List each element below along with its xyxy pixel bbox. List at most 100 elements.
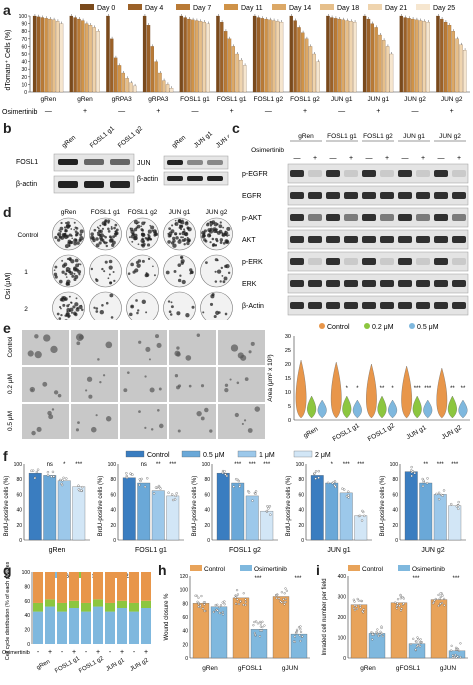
- spheroid: [105, 416, 112, 422]
- x-osi-label: +: [83, 108, 87, 115]
- panel-b-jun-blot: gRen JUN g1 JUN g2 JUN β-actin: [137, 130, 236, 186]
- blot-band: [326, 170, 340, 177]
- data-point: [454, 653, 457, 657]
- data-point: [439, 592, 442, 595]
- data-point: [203, 603, 206, 606]
- bar: [245, 495, 259, 541]
- data-point: [455, 646, 458, 649]
- spheroid: [156, 342, 162, 348]
- stack-s: [69, 600, 79, 608]
- data-point: [268, 505, 272, 508]
- data-point: [254, 490, 258, 493]
- colony: [74, 230, 78, 234]
- colony: [177, 263, 182, 267]
- legend-label: Control: [362, 566, 384, 573]
- data-point: [196, 600, 199, 603]
- bar: [354, 515, 368, 541]
- colony: [128, 236, 131, 239]
- y-tick-label: 40: [182, 629, 188, 635]
- bar: [146, 25, 151, 93]
- blot-band: [344, 258, 358, 265]
- colony: [173, 269, 177, 273]
- y-tick-label: 5: [288, 404, 291, 410]
- colony: [79, 233, 83, 237]
- legend-label: Osimertinib: [254, 566, 287, 573]
- data-point: [214, 604, 217, 607]
- colony: [111, 243, 115, 247]
- data-point: [298, 634, 301, 637]
- colony: [99, 310, 104, 315]
- colony: [208, 234, 212, 237]
- panel-label-e: e: [3, 320, 11, 336]
- blot-band: [290, 214, 304, 221]
- osi-sign: +: [313, 155, 317, 162]
- data-point: [52, 475, 55, 478]
- blot-band: [398, 302, 412, 309]
- data-point: [457, 507, 460, 510]
- legend-swatch: [128, 4, 142, 10]
- image-row-label: 0.2 μM: [7, 374, 14, 394]
- blot-band: [452, 302, 466, 309]
- spheroid: [149, 387, 155, 393]
- y-tick-label: 90: [21, 22, 27, 28]
- colony: [75, 297, 78, 300]
- blot-band: [326, 192, 340, 199]
- bar: [210, 606, 228, 659]
- significance-mark: ***: [234, 462, 242, 468]
- colony: [95, 237, 99, 241]
- group-label: FOSL1 g1: [54, 655, 81, 674]
- panel-a-x-labels: gRen — gRen + gRPA3 — gRPA3 + FOSL1 g1 — FOSL1 g1 +…: [41, 96, 463, 115]
- colony: [110, 227, 113, 230]
- data-point: [401, 596, 404, 599]
- colony: [53, 272, 58, 277]
- osi-sign: +: [385, 155, 389, 162]
- bar: [40, 17, 45, 93]
- data-point: [352, 607, 356, 610]
- bar: [337, 18, 342, 93]
- colony: [103, 270, 106, 273]
- data-point: [437, 491, 441, 494]
- colony: [57, 232, 62, 237]
- bar: [48, 18, 52, 93]
- colony: [77, 269, 79, 271]
- stack-g2m: [129, 572, 139, 603]
- colony: [95, 310, 99, 313]
- dish-row-label: Control: [18, 232, 40, 239]
- spheroid: [105, 341, 113, 349]
- bar: [187, 18, 191, 93]
- x-osi-label: —: [338, 108, 345, 115]
- colony: [225, 263, 230, 269]
- colony: [149, 238, 152, 241]
- group-label: gFOSL1: [238, 665, 263, 672]
- dish-row-label: 2: [24, 306, 28, 313]
- data-point: [421, 484, 425, 488]
- colony: [79, 229, 84, 234]
- colony: [65, 223, 71, 228]
- dish-axis-label: Osi (μM): [5, 273, 12, 300]
- colony: [131, 232, 135, 236]
- colony: [169, 313, 173, 316]
- legend-label: Day 18: [337, 5, 359, 12]
- blot-band: [416, 236, 430, 243]
- legend-label: Day 25: [433, 5, 455, 12]
- data-point: [65, 477, 68, 480]
- bar: [216, 15, 220, 93]
- panel-e-violin-plot: Control 0.2 μM 0.5 μM Area (μm² x 10³) 0 5 10 1…: [267, 323, 470, 443]
- significance-mark: ***: [254, 576, 262, 582]
- data-point: [456, 655, 459, 658]
- data-point: [443, 604, 446, 607]
- y-tick-label: 25: [285, 348, 291, 354]
- colony: [68, 295, 71, 298]
- x-osi-label: —: [412, 108, 419, 115]
- colony: [206, 223, 210, 227]
- data-point: [376, 628, 379, 631]
- colony: [95, 279, 99, 283]
- bar: [92, 27, 96, 93]
- dish-column-label: gRen: [61, 209, 77, 216]
- colony: [165, 270, 170, 275]
- spheroid: [237, 352, 244, 359]
- y-tick-label: 0: [395, 538, 398, 544]
- colony: [219, 221, 222, 224]
- data-point: [402, 597, 405, 600]
- y-tick-label: 40: [21, 60, 27, 66]
